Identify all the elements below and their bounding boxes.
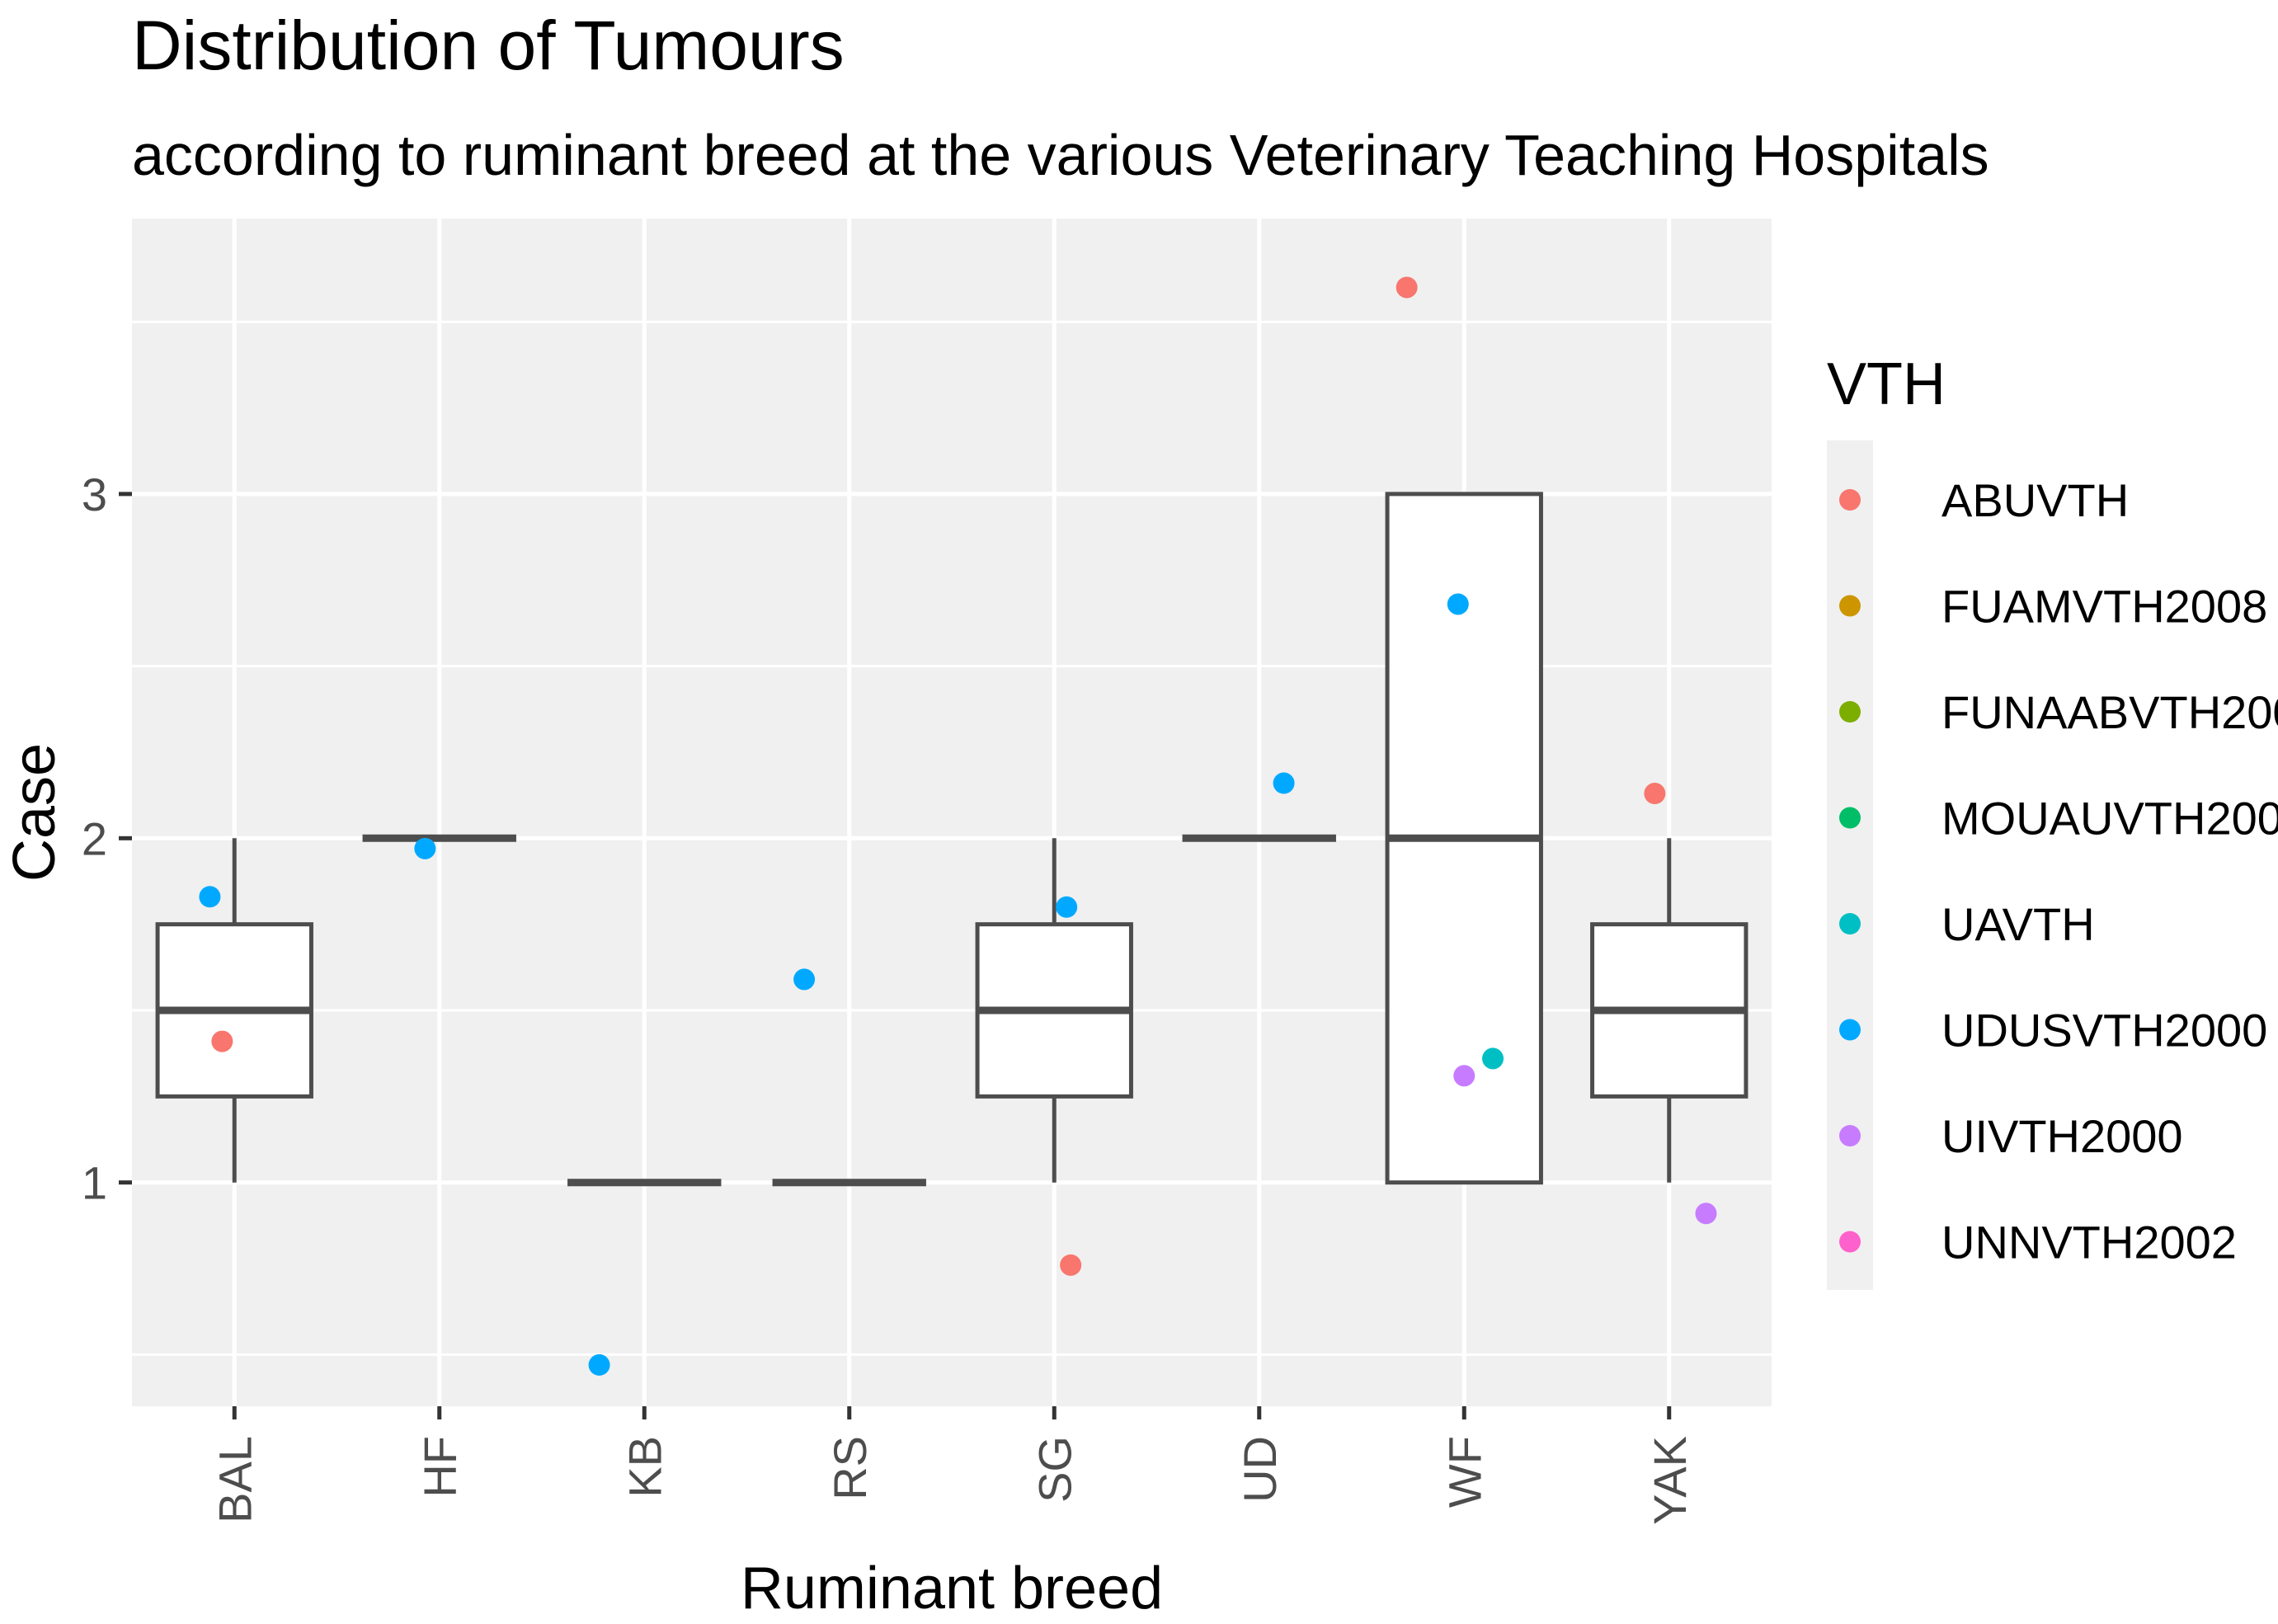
legend-key-background xyxy=(1827,440,1873,1290)
legend-item: MOUAUVTH2009 xyxy=(1839,793,2278,845)
boxplot-bal xyxy=(155,838,313,1183)
legend-label: FUNAABVTH2008 xyxy=(1941,686,2278,738)
point-yak xyxy=(1695,1203,1717,1225)
chart-subtitle: according to ruminant breed at the vario… xyxy=(132,123,1989,187)
legend-label: UIVTH2000 xyxy=(1941,1110,2183,1162)
x-tick-label: RS xyxy=(824,1436,876,1500)
legend-item: ABUVTH xyxy=(1839,474,2129,526)
point-yak xyxy=(1644,783,1666,805)
y-axis: 1 2 3 xyxy=(82,468,132,1209)
x-tick-label: WF xyxy=(1438,1436,1490,1508)
boxplot-sg xyxy=(975,838,1133,1183)
legend-label: FUAMVTH2008 xyxy=(1941,581,2267,633)
legend-key xyxy=(1839,701,1861,723)
point-wf xyxy=(1447,593,1469,615)
y-tick-label: 3 xyxy=(82,468,107,520)
legend-item: UDUSVTH2000 xyxy=(1839,1005,2267,1057)
x-tick-label: BAL xyxy=(209,1436,261,1523)
legend-label: MOUAUVTH2009 xyxy=(1941,793,2278,845)
legend-item: FUNAABVTH2008 xyxy=(1839,686,2278,738)
y-axis-title: Case xyxy=(2,743,68,882)
point-wf xyxy=(1453,1065,1476,1087)
point-bal xyxy=(211,1030,233,1052)
legend-key xyxy=(1839,807,1861,829)
x-tick-label: HF xyxy=(414,1436,466,1498)
legend-item: UNNVTH2002 xyxy=(1839,1217,2237,1269)
point-sg xyxy=(1056,896,1078,918)
legend-key xyxy=(1839,489,1861,511)
legend-label: UDUSVTH2000 xyxy=(1941,1005,2267,1057)
y-tick-label: 1 xyxy=(82,1157,107,1209)
point-ud xyxy=(1273,772,1295,794)
legend-title: VTH xyxy=(1827,351,1946,417)
legend-label: UAVTH xyxy=(1941,898,2095,950)
legend-key xyxy=(1839,595,1861,617)
chart-title: Distribution of Tumours xyxy=(132,7,845,84)
point-bal xyxy=(199,886,221,908)
y-tick-label: 2 xyxy=(82,812,107,864)
point-wf xyxy=(1482,1047,1504,1070)
boxplot-yak xyxy=(1590,838,1749,1183)
legend-key xyxy=(1839,1125,1861,1146)
legend-key xyxy=(1839,913,1861,934)
point-wf xyxy=(1396,276,1418,299)
point-hf xyxy=(414,837,436,859)
legend: VTH ABUVTH FUAMVTH2008 FUNAABVTH2008 MOUAUV… xyxy=(1827,351,2278,1290)
legend-key xyxy=(1839,1231,1861,1253)
x-tick-label: UD xyxy=(1234,1436,1286,1503)
legend-label: ABUVTH xyxy=(1941,474,2129,526)
x-tick-label: YAK xyxy=(1644,1436,1696,1525)
legend-item: UIVTH2000 xyxy=(1839,1110,2183,1162)
point-sg xyxy=(1060,1254,1082,1276)
legend-label: UNNVTH2002 xyxy=(1941,1217,2237,1269)
data-points xyxy=(199,276,1717,1376)
x-axis-title: Ruminant breed xyxy=(741,1556,1163,1622)
legend-item: FUAMVTH2008 xyxy=(1839,581,2267,633)
x-tick-label: KB xyxy=(619,1436,671,1498)
legend-key xyxy=(1839,1019,1861,1041)
point-kb xyxy=(588,1353,610,1376)
point-rs xyxy=(793,968,816,991)
legend-item: UAVTH xyxy=(1839,898,2095,950)
x-axis: BAL HF KB RS SG UD WF YAK xyxy=(209,1406,1696,1525)
x-tick-label: SG xyxy=(1028,1436,1080,1503)
